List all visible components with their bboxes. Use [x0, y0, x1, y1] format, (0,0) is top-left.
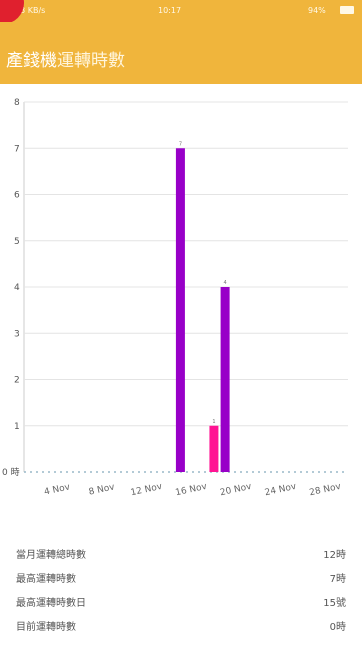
stat-value: 0時	[329, 622, 346, 633]
stat-label: 當月運轉總時數	[16, 550, 86, 561]
stat-value: 15號	[323, 598, 346, 609]
title-device-name: 產錢機	[6, 51, 57, 71]
stat-row-max-day: 最高運轉時數日 15號	[16, 594, 346, 612]
runtime-bar-chart: 0 時 1 2 3 4 5 6 7 8 4 Nov 8 Nov 12 Nov 16 Nov 20 Nov…	[2, 98, 348, 499]
stat-label: 目前運轉時數	[16, 622, 76, 633]
battery-icon	[340, 6, 354, 14]
bar[interactable]	[175, 148, 185, 472]
bar-value-label: 7	[179, 141, 182, 147]
app-bar: 產錢機運轉時數	[0, 22, 362, 84]
bar[interactable]	[220, 287, 230, 472]
stat-value: 12時	[323, 550, 346, 561]
x-tick-label: 12 Nov	[130, 482, 164, 499]
y-tick-label: 2	[14, 376, 20, 386]
y-tick-label: 5	[14, 237, 20, 247]
y-tick-label: 3	[14, 329, 20, 339]
title-subject: 運轉時數	[57, 51, 125, 71]
x-tick-label: 8 Nov	[88, 482, 116, 497]
y-tick-label: 8	[14, 98, 20, 108]
page-title: 產錢機運轉時數	[6, 46, 125, 71]
network-status: ..il 3 KB/s	[8, 6, 46, 15]
stat-label: 最高運轉時數日	[16, 598, 86, 609]
stat-row-max-hours: 最高運轉時數 7時	[16, 570, 346, 588]
x-tick-label: 24 Nov	[264, 482, 298, 499]
y-tick-label: 7	[14, 144, 20, 154]
x-tick-label: 4 Nov	[43, 482, 71, 497]
bar-value-label: 4	[224, 280, 227, 286]
bar[interactable]	[209, 425, 219, 472]
y-tick-label: 4	[14, 283, 20, 293]
stat-label: 最高運轉時數	[16, 574, 76, 585]
stat-row-monthly-total: 當月運轉總時數 12時	[16, 546, 346, 564]
y-tick-label: 0 時	[2, 467, 20, 478]
stat-value: 7時	[329, 574, 346, 585]
bar-value-label: 1	[212, 419, 215, 425]
y-tick-label: 1	[14, 422, 20, 432]
x-tick-label: 16 Nov	[175, 482, 209, 499]
x-tick-label: 28 Nov	[309, 482, 343, 499]
y-tick-label: 6	[14, 191, 20, 201]
x-tick-label: 20 Nov	[219, 482, 253, 499]
status-bar: ..il 3 KB/s 10:17 94%	[0, 0, 362, 22]
stat-row-current-hours: 目前運轉時數 0時	[16, 618, 346, 636]
battery-level: 94%	[308, 6, 326, 15]
clock: 10:17	[158, 6, 182, 15]
main-content: 0 時 1 2 3 4 5 6 7 8 4 Nov 8 Nov 12 Nov 16 Nov 20 Nov…	[0, 84, 362, 646]
